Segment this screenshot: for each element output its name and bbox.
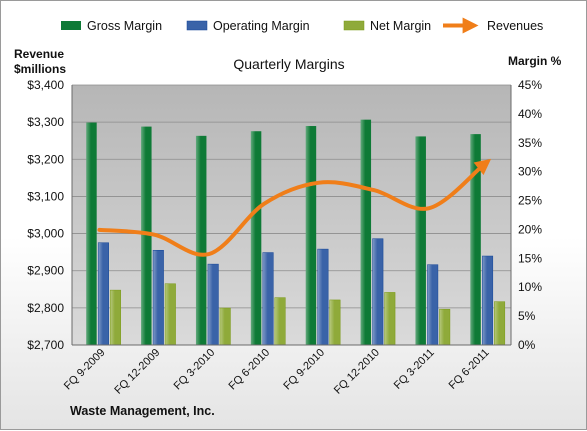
left-axis-tick-label: $2,800 (27, 301, 64, 315)
x-axis-tick-label: FQ 6-2011 (447, 347, 492, 392)
right-axis-tick-label: 15% (518, 251, 542, 265)
gross-margin-bar (470, 134, 481, 345)
x-axis-tick-label: FQ 12-2010 (332, 347, 382, 397)
right-axis-tick-label: 10% (518, 280, 542, 294)
right-axis-tick-label: 0% (518, 338, 536, 352)
operating-margin-bar (98, 243, 109, 345)
net-margin-bar (494, 302, 505, 345)
legend-label: Gross Margin (87, 19, 162, 33)
x-axis-tick-label: FQ 9-2009 (62, 347, 108, 393)
x-axis-tick-label: FQ 3-2010 (172, 347, 218, 393)
gross-margin-bar (306, 126, 317, 345)
right-axis-tick-label: 35% (518, 136, 542, 150)
legend-label: Revenues (487, 19, 543, 33)
left-axis-tick-label: $3,300 (27, 115, 64, 129)
operating-margin-bar (208, 264, 219, 345)
gross-margin-bar (196, 136, 207, 345)
operating-margin-bar (318, 249, 329, 345)
legend-swatch (344, 21, 364, 30)
net-margin-bar (110, 290, 121, 345)
legend-label: Operating Margin (213, 19, 310, 33)
x-axis-tick-label: FQ 6-2010 (227, 347, 273, 393)
right-axis-tick-label: 45% (518, 78, 542, 92)
x-axis-tick-label: FQ 3-2011 (392, 347, 437, 392)
operating-margin-bar (373, 239, 384, 345)
gross-margin-bar (415, 136, 426, 345)
net-margin-bar (330, 300, 341, 345)
gross-margin-bar (86, 123, 97, 345)
x-axis-tick-label: FQ 12-2009 (112, 347, 162, 397)
legend-label: Net Margin (370, 19, 431, 33)
legend-swatch (61, 21, 81, 30)
gross-margin-bar (251, 131, 262, 345)
left-axis-tick-label: $3,000 (27, 227, 64, 241)
operating-margin-bar (482, 256, 493, 345)
left-axis-tick-label: $3,200 (27, 152, 64, 166)
operating-margin-bar (427, 265, 438, 345)
net-margin-bar (439, 309, 450, 345)
left-axis-tick-label: $3,100 (27, 189, 64, 203)
right-axis-title: Margin % (508, 54, 562, 68)
company-name: Waste Management, Inc. (70, 404, 215, 418)
left-axis-title: Revenue (14, 47, 64, 61)
net-margin-bar (275, 298, 286, 345)
right-axis-tick-label: 20% (518, 222, 542, 236)
left-axis-tick-label: $2,900 (27, 264, 64, 278)
x-axis-tick-label: FQ 9-2010 (281, 347, 327, 393)
operating-margin-bar (153, 250, 164, 345)
plot-area (72, 85, 511, 345)
left-axis-tick-label: $3,400 (27, 78, 64, 92)
operating-margin-bar (263, 253, 274, 345)
right-axis-tick-label: 5% (518, 309, 536, 323)
legend: Gross Margin Operating Margin Net Margin Re… (61, 19, 543, 33)
chart-title: Quarterly Margins (233, 56, 344, 72)
left-axis-title: $millions (14, 62, 66, 76)
net-margin-bar (385, 292, 396, 345)
right-axis-tick-label: 25% (518, 194, 542, 208)
left-axis-tick-label: $2,700 (27, 338, 64, 352)
legend-swatch (187, 21, 207, 30)
right-axis-tick-label: 40% (518, 107, 542, 121)
right-axis-tick-label: 30% (518, 165, 542, 179)
gross-margin-bar (361, 120, 372, 345)
net-margin-bar (165, 284, 176, 345)
net-margin-bar (220, 308, 231, 345)
